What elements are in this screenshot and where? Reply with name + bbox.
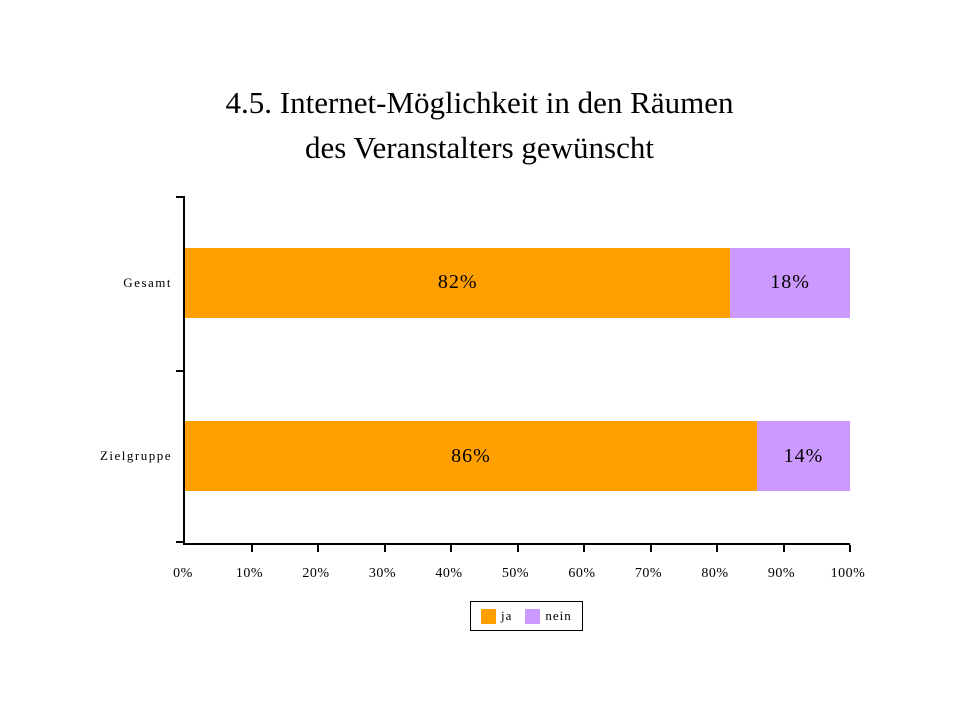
x-axis-tick-label: 90% bbox=[767, 566, 796, 581]
x-axis-tick bbox=[450, 545, 452, 552]
x-axis-tick bbox=[250, 545, 253, 552]
legend-swatch-ja bbox=[481, 608, 496, 624]
x-axis-tick-label: 70% bbox=[634, 566, 663, 581]
x-axis-tick bbox=[782, 545, 785, 552]
bar-value-label: 82% bbox=[437, 271, 478, 294]
x-axis-tick bbox=[716, 545, 718, 552]
chart-title-line1: 4.5. Internet-Möglichkeit in den Räumen bbox=[225, 85, 734, 120]
legend-swatch-nein bbox=[525, 608, 541, 624]
x-axis-tick-label: 20% bbox=[302, 566, 330, 581]
x-axis-tick bbox=[383, 545, 386, 552]
x-axis-tick-label: 80% bbox=[701, 566, 729, 581]
category-label-zielgruppe: Zielgruppe bbox=[99, 448, 172, 464]
x-axis-tick-label: 10% bbox=[235, 566, 264, 581]
x-axis-tick bbox=[583, 545, 585, 552]
x-axis-tick-label: 30% bbox=[368, 566, 397, 581]
bar-value-label: 86% bbox=[451, 444, 491, 467]
bar-segment-nein-zielgruppe: 14% bbox=[756, 421, 850, 492]
bar-row-zielgruppe: 86% 14% bbox=[185, 421, 850, 492]
bar-segment-nein-gesamt: 18% bbox=[730, 247, 850, 318]
plot-area: 82% 18% 86% 14% bbox=[176, 196, 851, 552]
bar-segment-ja-zielgruppe: 86% bbox=[185, 421, 757, 492]
bar-segment-ja-gesamt: 82% bbox=[185, 247, 731, 318]
x-axis-tick-label: 0% bbox=[173, 566, 193, 581]
y-axis-tick bbox=[176, 370, 185, 372]
x-axis-tick-label: 40% bbox=[435, 566, 463, 581]
x-axis-tick-label: 60% bbox=[568, 566, 596, 581]
x-axis-tick bbox=[516, 545, 519, 552]
y-axis-tick bbox=[176, 541, 185, 543]
x-axis-tick-label: 100% bbox=[830, 566, 866, 581]
chart-title-line2: des Veranstalters gewünscht bbox=[305, 130, 654, 165]
x-axis-tick bbox=[849, 545, 851, 552]
x-axis-tick-label: 50% bbox=[501, 566, 530, 581]
x-axis-tick bbox=[317, 545, 319, 552]
bar-value-label: 18% bbox=[770, 271, 810, 294]
legend-label-nein: nein bbox=[545, 608, 572, 623]
category-label-gesamt: Gesamt bbox=[123, 274, 172, 290]
legend-label-ja: ja bbox=[501, 608, 513, 623]
bar-value-label: 14% bbox=[783, 444, 824, 467]
legend: ja nein bbox=[470, 601, 583, 631]
y-axis-tick bbox=[176, 196, 185, 198]
x-axis-tick bbox=[649, 545, 652, 552]
chart-title: 4.5. Internet-Möglichkeit in den Räumen … bbox=[0, 80, 959, 170]
bar-row-gesamt: 82% 18% bbox=[185, 247, 850, 318]
